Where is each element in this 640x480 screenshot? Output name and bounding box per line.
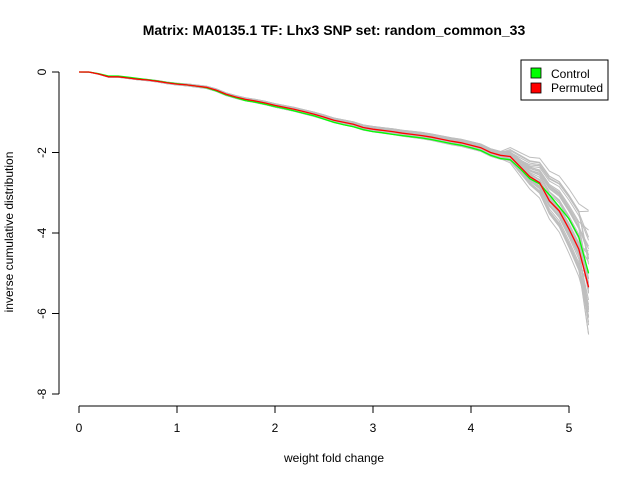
series-lines <box>79 71 590 288</box>
permutation-line <box>79 71 590 326</box>
x-tick-label: 1 <box>174 421 181 435</box>
x-axis: 0 1 2 3 4 5 <box>76 405 573 435</box>
permutation-lines <box>78 71 590 335</box>
y-tick-label: -2 <box>35 147 49 158</box>
series-line-permuted <box>79 71 590 288</box>
permutation-line <box>79 71 590 292</box>
permutation-line <box>78 71 590 283</box>
permutation-line <box>79 71 590 311</box>
permutation-line <box>79 71 590 318</box>
x-tick-label: 2 <box>272 421 279 435</box>
permutation-line <box>79 71 590 335</box>
y-axis-label: inverse cumulative distribution <box>2 152 16 313</box>
permutation-line <box>79 71 590 308</box>
permutation-line <box>78 71 590 301</box>
permutation-line <box>78 71 590 279</box>
permutation-line <box>78 71 590 273</box>
legend-swatch-permuted <box>530 82 542 94</box>
x-tick-label: 5 <box>566 421 573 435</box>
permutation-line <box>79 71 590 273</box>
permutation-line <box>79 71 590 286</box>
permutation-line <box>79 71 590 293</box>
permutation-line <box>79 71 589 211</box>
legend-swatch-control <box>530 67 542 79</box>
legend-label-permuted: Permuted <box>551 81 603 95</box>
permutation-line <box>79 71 589 275</box>
y-tick-label: 0 <box>35 68 49 75</box>
legend-label-control: Control <box>551 67 590 81</box>
permutation-line <box>79 71 590 318</box>
permutation-line <box>79 71 590 294</box>
x-tick-label: 0 <box>76 421 83 435</box>
permutation-line <box>79 71 590 284</box>
permutation-line <box>78 71 590 272</box>
permutation-line <box>79 71 590 280</box>
x-axis-label: weight fold change <box>283 451 384 465</box>
y-tick-label: -4 <box>35 227 49 238</box>
chart-title: Matrix: MA0135.1 TF: Lhx3 SNP set: rando… <box>143 22 526 38</box>
series-line-control <box>79 71 590 274</box>
x-tick-label: 3 <box>370 421 377 435</box>
permutation-line <box>79 71 590 265</box>
permutation-line <box>79 71 590 290</box>
permutation-line <box>79 71 590 293</box>
permutation-line <box>79 71 590 284</box>
permutation-line <box>78 71 590 335</box>
y-tick-label: -6 <box>35 308 49 319</box>
permutation-line <box>79 71 590 310</box>
permutation-line <box>79 71 590 279</box>
permutation-line <box>78 71 589 213</box>
legend: Control Permuted <box>520 59 609 101</box>
y-axis: 0 -2 -4 -6 -8 <box>35 68 60 399</box>
permutation-line <box>79 71 590 263</box>
y-tick-label: -8 <box>35 388 49 399</box>
permutation-line <box>78 71 590 313</box>
permutation-line <box>79 71 590 288</box>
x-tick-label: 4 <box>468 421 475 435</box>
permutation-line <box>79 71 590 317</box>
permutation-line <box>79 71 590 305</box>
permutation-line <box>79 71 590 323</box>
